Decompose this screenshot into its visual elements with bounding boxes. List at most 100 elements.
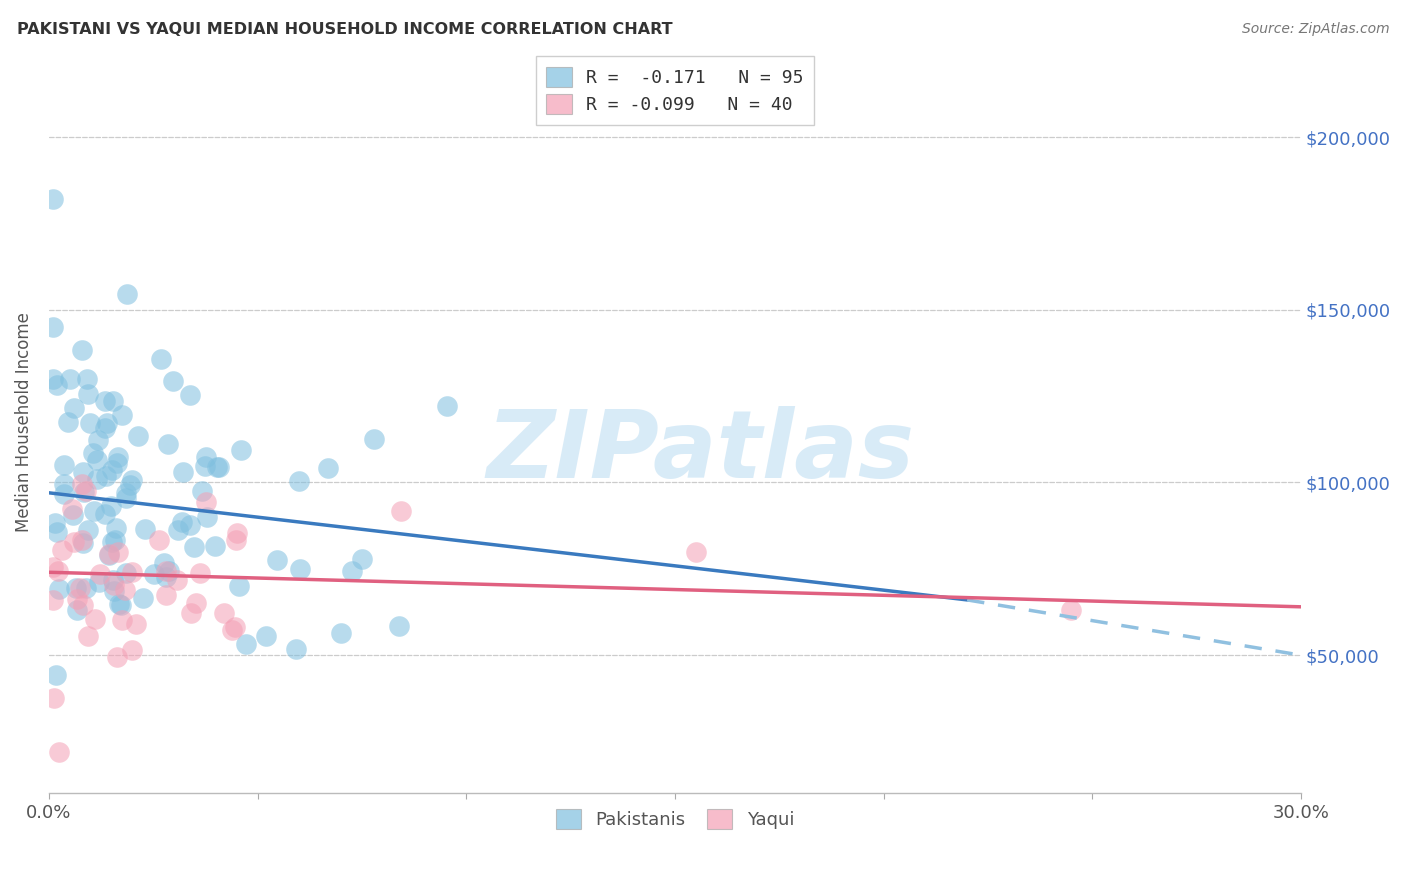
Point (142, 567, 165, 582)
Point (115, 486, 138, 500)
Point (121, 566, 143, 580)
Point (87, 574, 110, 589)
Point (115, 566, 138, 581)
Point (1060, 603, 1083, 617)
Point (389, 504, 412, 518)
Point (98, 548, 121, 562)
Point (53, 477, 76, 491)
Point (208, 459, 231, 474)
Point (48, 582, 70, 596)
Point (256, 629, 278, 643)
Point (42, 192, 65, 206)
Y-axis label: Median Household Income: Median Household Income (15, 312, 32, 532)
Point (66, 603, 89, 617)
Point (193, 458, 215, 473)
Point (231, 442, 253, 457)
Point (363, 432, 385, 446)
Point (180, 606, 202, 620)
Point (205, 460, 228, 475)
Point (350, 552, 373, 566)
Point (153, 557, 176, 571)
Point (83, 611, 105, 625)
Point (76, 629, 98, 643)
Point (101, 573, 124, 587)
Point (226, 525, 249, 540)
Point (56, 416, 79, 430)
Point (388, 619, 411, 633)
Point (69, 581, 91, 595)
Point (108, 597, 131, 611)
Point (72, 466, 94, 480)
Point (83, 504, 105, 518)
Point (100, 499, 122, 513)
Point (330, 626, 353, 640)
Point (170, 515, 193, 529)
Point (134, 522, 156, 536)
Point (94, 393, 117, 408)
Point (75, 581, 97, 595)
Point (162, 374, 184, 388)
Point (195, 510, 218, 524)
Point (183, 540, 205, 554)
Point (107, 450, 129, 465)
Point (63, 535, 86, 549)
Point (115, 491, 138, 505)
Point (79, 416, 101, 430)
Point (110, 613, 132, 627)
Point (76, 372, 98, 386)
Point (42, 372, 65, 386)
Point (149, 351, 172, 366)
Point (125, 617, 148, 632)
Point (96, 469, 118, 483)
Point (221, 623, 243, 637)
Point (104, 533, 127, 547)
Point (52, 458, 75, 473)
Point (436, 400, 458, 414)
Point (167, 523, 190, 537)
Point (188, 566, 211, 581)
Text: PAKISTANI VS YAQUI MEDIAN HOUSEHOLD INCOME CORRELATION CHART: PAKISTANI VS YAQUI MEDIAN HOUSEHOLD INCO… (17, 22, 672, 37)
Point (110, 409, 132, 423)
Point (62, 508, 84, 523)
Point (72, 599, 94, 613)
Point (52, 487, 75, 501)
Point (51, 542, 73, 557)
Point (66, 591, 89, 606)
Point (60, 502, 83, 516)
Point (59, 371, 82, 385)
Point (94, 507, 117, 521)
Point (86, 453, 108, 467)
Point (65, 581, 87, 595)
Point (685, 544, 707, 558)
Point (288, 562, 311, 576)
Point (228, 579, 250, 593)
Point (76, 523, 98, 537)
Point (340, 564, 363, 578)
Point (89, 567, 111, 582)
Point (42, 320, 65, 334)
Point (93, 421, 115, 435)
Point (103, 584, 125, 599)
Point (86, 433, 108, 447)
Point (82, 446, 104, 460)
Point (204, 540, 226, 554)
Point (86, 472, 108, 486)
Point (100, 463, 122, 477)
Point (101, 535, 124, 549)
Point (131, 591, 153, 606)
Point (70, 477, 93, 491)
Point (98, 547, 121, 561)
Point (285, 641, 308, 656)
Point (115, 287, 138, 301)
Point (121, 473, 143, 487)
Point (70, 533, 93, 548)
Point (184, 596, 207, 610)
Point (195, 450, 218, 465)
Point (166, 573, 188, 587)
Point (316, 460, 339, 475)
Point (75, 483, 97, 498)
Point (118, 478, 141, 492)
Point (103, 394, 125, 409)
Text: Source: ZipAtlas.com: Source: ZipAtlas.com (1241, 22, 1389, 37)
Point (42, 593, 65, 607)
